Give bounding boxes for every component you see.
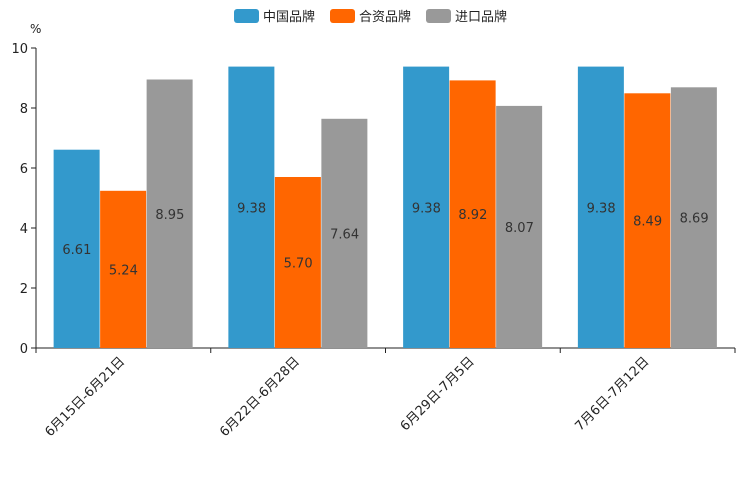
data-label-1-1: 6.61 (62, 243, 91, 258)
data-label-2-1: 5.24 (109, 263, 138, 278)
bar-3-3 (496, 105, 543, 349)
y-tick-label: 6 (20, 162, 28, 177)
bar-3-1 (146, 79, 193, 348)
data-label-3-4: 8.69 (680, 212, 709, 227)
bar-1-2 (228, 66, 275, 348)
bar-2-4 (624, 93, 671, 348)
y-axis: 0 2 4 6 8 10 (11, 42, 37, 357)
data-label-1-4: 9.38 (587, 201, 616, 216)
data-label-1-2: 9.38 (237, 201, 266, 216)
legend-swatch-3 (426, 9, 451, 23)
data-label-2-4: 8.49 (633, 215, 662, 230)
legend-label-2: 合资品牌 (359, 9, 411, 25)
bar-1-4 (577, 66, 624, 348)
bar-2-3 (449, 80, 496, 349)
bar-1-3 (403, 66, 450, 348)
data-label-3-2: 7.64 (330, 227, 359, 242)
data-labels: 6.61 5.24 8.95 9.38 5.70 7.64 9.38 8.92 8.07 9.38… (62, 201, 708, 278)
x-category-label: 7月6日-7月12日 (573, 354, 653, 434)
bar-2-2 (274, 177, 321, 348)
legend-swatch-2 (330, 9, 355, 23)
bar-1-1 (53, 149, 100, 348)
legend-label-3: 进口品牌 (455, 9, 507, 25)
x-category-label: 6月15日-6月21日 (42, 354, 128, 440)
data-label-2-2: 5.70 (284, 257, 313, 272)
legend-label-1: 中国品牌 (263, 9, 315, 25)
data-label-3-3: 8.07 (505, 221, 534, 236)
x-category-label: 6月22日-6月28日 (217, 354, 303, 440)
bar-3-4 (670, 87, 717, 349)
x-category-label: 6月29日-7月5日 (398, 354, 478, 434)
x-axis: 6月15日-6月21日 6月22日-6月28日 6月29日-7月5日 7月6日-7月1… (35, 347, 736, 440)
y-tick-label: 10 (11, 42, 28, 57)
legend-swatch-1 (234, 9, 259, 23)
data-label-3-1: 8.95 (155, 208, 184, 223)
data-label-1-3: 9.38 (412, 201, 441, 216)
bar-3-2 (321, 118, 368, 348)
y-tick-label: 8 (20, 102, 28, 117)
y-axis-unit-label: % (30, 22, 41, 36)
bar-2-1 (100, 190, 147, 348)
data-label-2-3: 8.92 (458, 208, 487, 223)
y-tick-label: 4 (20, 222, 28, 237)
y-tick-label: 0 (20, 342, 28, 357)
legend: 中国品牌 合资品牌 进口品牌 (234, 9, 507, 25)
bars (53, 66, 717, 349)
y-tick-label: 2 (20, 282, 28, 297)
